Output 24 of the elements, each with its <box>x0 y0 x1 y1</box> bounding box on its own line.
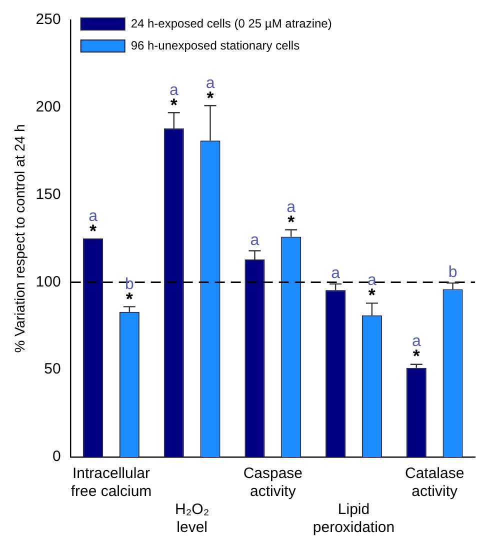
y-tick-label: 50 <box>44 360 61 378</box>
x-tick-label: Lipid peroxidation <box>312 501 395 536</box>
y-tick-label: 0 <box>52 448 61 466</box>
data-label: a * <box>410 333 422 366</box>
legend-label: 96 h-unexposed stationary cells <box>130 38 300 52</box>
data-label: a * <box>168 82 180 115</box>
data-label: a <box>249 232 260 249</box>
x-tick-label: Intracellular free calcium <box>70 465 152 500</box>
data-label: a * <box>286 198 297 232</box>
legend-label: 24 h-exposed cells (0 25 µM atrazine) <box>130 16 332 30</box>
x-tick-label: Caspase activity <box>243 465 303 500</box>
x-tick-label: H₂O₂ level <box>175 501 210 536</box>
y-tick-label: 150 <box>36 186 61 203</box>
y-axis-title: % Variation respect to control at 24 h <box>11 124 28 353</box>
y-tick-label: 250 <box>36 11 61 28</box>
data-label: b <box>447 264 458 282</box>
x-tick-label: Catalase activity <box>404 465 464 500</box>
data-label: a * <box>204 74 216 108</box>
y-tick-label: 200 <box>36 98 61 116</box>
data-label: b * <box>124 276 135 309</box>
y-tick-label: 100 <box>36 273 61 290</box>
data-label: a * <box>88 208 98 240</box>
data-label: a * <box>366 272 378 306</box>
data-label: a <box>330 264 341 282</box>
